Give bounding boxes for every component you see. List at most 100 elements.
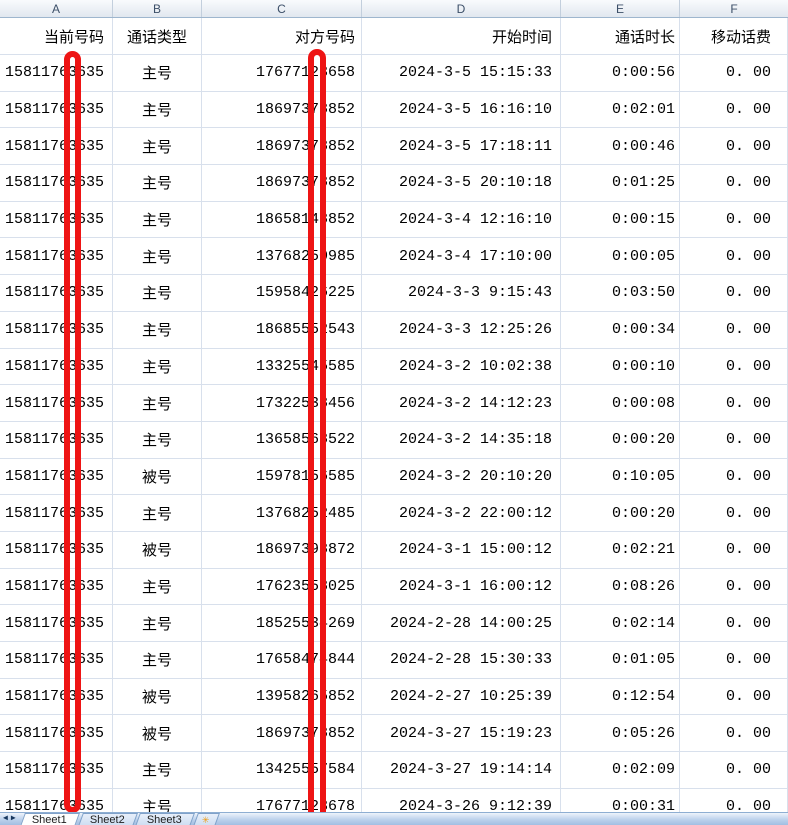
header-cell-e[interactable]: 通话时长	[561, 18, 680, 55]
cell-c[interactable]: 18697378852	[202, 128, 362, 166]
cell-b[interactable]: 被号	[113, 678, 202, 716]
cell-c[interactable]: 18697398872	[202, 531, 362, 569]
column-header-e[interactable]: E	[561, 0, 680, 17]
cell-a[interactable]: 15811763635	[0, 385, 113, 422]
cell-f[interactable]: 0. 00	[680, 642, 788, 679]
cell-c[interactable]: 17623558025	[202, 568, 362, 606]
cell-e[interactable]: 0:00:34	[561, 311, 680, 349]
cell-a[interactable]: 15811763635	[0, 568, 113, 606]
cell-a[interactable]: 15811763635	[0, 531, 113, 569]
cell-e[interactable]: 0:05:26	[561, 715, 680, 753]
cell-a[interactable]: 15811763635	[0, 238, 113, 276]
header-cell-f[interactable]: 移动话费	[680, 18, 788, 55]
cell-f[interactable]: 0. 00	[680, 715, 788, 753]
cell-f[interactable]: 0. 00	[680, 568, 788, 606]
cell-d[interactable]: 2024-3-3 12:25:26	[362, 311, 561, 349]
cell-b[interactable]: 主号	[113, 165, 202, 202]
cell-a[interactable]: 15811763635	[0, 165, 113, 202]
cell-c[interactable]: 13425557584	[202, 752, 362, 789]
cell-d[interactable]: 2024-3-1 16:00:12	[362, 568, 561, 606]
column-header-c[interactable]: C	[202, 0, 362, 17]
cell-f[interactable]: 0. 00	[680, 421, 788, 459]
cell-e[interactable]: 0:00:10	[561, 348, 680, 386]
cell-e[interactable]: 0:08:26	[561, 568, 680, 606]
cell-e[interactable]: 0:00:05	[561, 238, 680, 276]
cell-b[interactable]: 主号	[113, 421, 202, 459]
cell-f[interactable]: 0. 00	[680, 531, 788, 569]
sheet-tab-sheet2[interactable]: Sheet2	[76, 813, 138, 825]
cell-f[interactable]: 0. 00	[680, 605, 788, 642]
cell-b[interactable]: 主号	[113, 238, 202, 276]
insert-worksheet-tab[interactable]: ✳	[192, 813, 220, 825]
cell-a[interactable]: 15811763635	[0, 275, 113, 312]
cell-d[interactable]: 2024-2-28 14:00:25	[362, 605, 561, 642]
cell-e[interactable]: 0:00:20	[561, 495, 680, 532]
cell-c[interactable]: 13958265852	[202, 678, 362, 716]
cell-a[interactable]: 15811763635	[0, 91, 113, 129]
tabs-nav-next-icon[interactable]: ▶	[10, 814, 16, 823]
cell-d[interactable]: 2024-2-28 15:30:33	[362, 642, 561, 679]
cell-b[interactable]: 主号	[113, 91, 202, 129]
cell-c[interactable]: 13658568522	[202, 421, 362, 459]
cell-d[interactable]: 2024-3-3 9:15:43	[362, 275, 561, 312]
cell-d[interactable]: 2024-3-5 16:16:10	[362, 91, 561, 129]
cell-b[interactable]: 主号	[113, 642, 202, 679]
cell-e[interactable]: 0:03:50	[561, 275, 680, 312]
cell-c[interactable]: 15958426225	[202, 275, 362, 312]
cell-d[interactable]: 2024-3-2 22:00:12	[362, 495, 561, 532]
cell-d[interactable]: 2024-3-4 12:16:10	[362, 201, 561, 239]
column-header-f[interactable]: F	[730, 1, 738, 16]
cell-e[interactable]: 0:02:14	[561, 605, 680, 642]
cell-e[interactable]: 0:00:15	[561, 201, 680, 239]
cell-a[interactable]: 15811763635	[0, 678, 113, 716]
cell-b[interactable]: 主号	[113, 385, 202, 422]
cell-e[interactable]: 0:00:56	[561, 55, 680, 92]
cell-b[interactable]: 主号	[113, 605, 202, 642]
cell-f[interactable]: 0. 00	[680, 311, 788, 349]
cell-e[interactable]: 0:10:05	[561, 458, 680, 496]
cell-c[interactable]: 18658148852	[202, 201, 362, 239]
cell-b[interactable]: 被号	[113, 458, 202, 496]
cell-c[interactable]: 13768250985	[202, 238, 362, 276]
cell-b[interactable]: 主号	[113, 495, 202, 532]
cell-f[interactable]: 0. 00	[680, 385, 788, 422]
cell-d[interactable]: 2024-3-2 14:35:18	[362, 421, 561, 459]
cell-a[interactable]: 15811763635	[0, 458, 113, 496]
cell-c[interactable]: 18525534269	[202, 605, 362, 642]
cell-e[interactable]: 0:02:09	[561, 752, 680, 789]
header-cell-d[interactable]: 开始时间	[362, 18, 561, 55]
cell-b[interactable]: 被号	[113, 715, 202, 753]
header-cell-c[interactable]: 对方号码	[202, 18, 362, 55]
cell-f[interactable]: 0. 00	[680, 752, 788, 789]
tabs-nav-prev-icon[interactable]: ◀	[3, 814, 8, 823]
cell-c[interactable]: 18685552543	[202, 311, 362, 349]
cell-c[interactable]: 15978156585	[202, 458, 362, 496]
cell-e[interactable]: 0:00:20	[561, 421, 680, 459]
cell-d[interactable]: 2024-3-5 15:15:33	[362, 55, 561, 92]
cell-e[interactable]: 0:12:54	[561, 678, 680, 716]
cell-a[interactable]: 15811763635	[0, 421, 113, 459]
cell-f[interactable]: 0. 00	[680, 238, 788, 276]
cell-f[interactable]: 0. 00	[680, 678, 788, 716]
cell-c[interactable]: 17322538456	[202, 385, 362, 422]
cell-e[interactable]: 0:01:05	[561, 642, 680, 679]
cell-e[interactable]: 0:02:21	[561, 531, 680, 569]
cell-b[interactable]: 主号	[113, 128, 202, 166]
cell-f[interactable]: 0. 00	[680, 495, 788, 532]
cell-a[interactable]: 15811763635	[0, 348, 113, 386]
cell-a[interactable]: 15811763635	[0, 752, 113, 789]
cell-f[interactable]: 0. 00	[680, 165, 788, 202]
cell-d[interactable]: 2024-3-1 15:00:12	[362, 531, 561, 569]
cell-d[interactable]: 2024-3-2 14:12:23	[362, 385, 561, 422]
cell-a[interactable]: 15811763635	[0, 128, 113, 166]
cell-c[interactable]: 17658474844	[202, 642, 362, 679]
cell-b[interactable]: 主号	[113, 752, 202, 789]
cell-b[interactable]: 被号	[113, 531, 202, 569]
cell-d[interactable]: 2024-2-27 10:25:39	[362, 678, 561, 716]
cell-a[interactable]: 15811763635	[0, 201, 113, 239]
cell-f[interactable]: 0. 00	[680, 458, 788, 496]
cell-b[interactable]: 主号	[113, 275, 202, 312]
cell-b[interactable]: 主号	[113, 311, 202, 349]
cell-d[interactable]: 2024-3-2 10:02:38	[362, 348, 561, 386]
column-header-b[interactable]: B	[113, 0, 202, 17]
